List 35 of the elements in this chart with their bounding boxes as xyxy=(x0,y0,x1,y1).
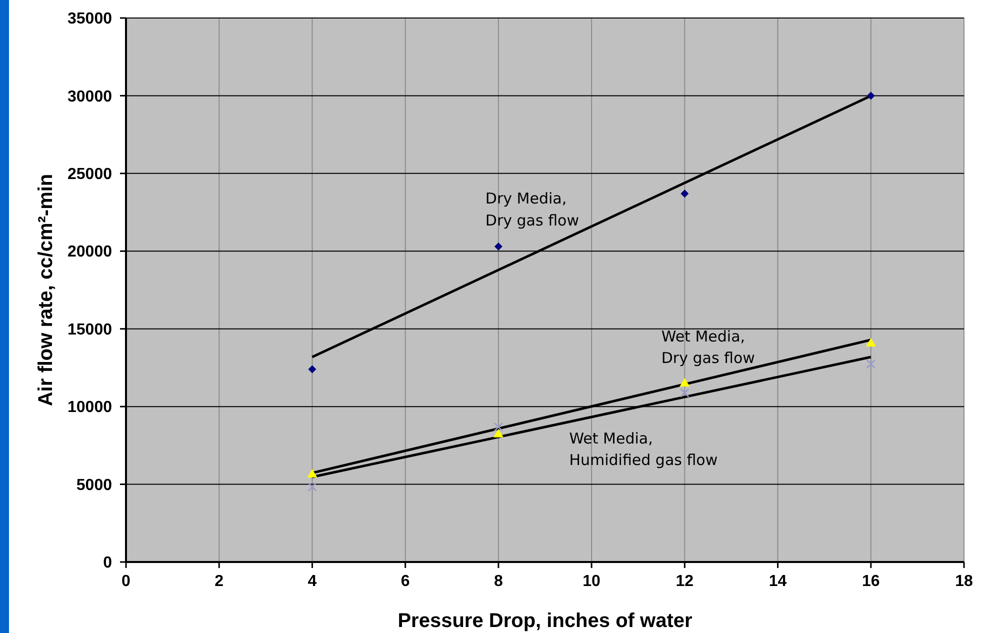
x-tick-label: 12 xyxy=(676,573,694,590)
series-label: Wet Media, Humidified gas flow xyxy=(569,429,718,470)
y-tick-label: 35000 xyxy=(68,10,112,28)
point xyxy=(866,359,876,369)
x-tick-label: 0 xyxy=(122,573,131,590)
point xyxy=(308,482,317,492)
point xyxy=(680,388,690,398)
y-tick-label: 0 xyxy=(103,554,112,572)
y-tick-label: 20000 xyxy=(68,244,112,261)
point xyxy=(494,242,502,250)
x-tick-label: 18 xyxy=(955,573,973,590)
y-tick-label: 30000 xyxy=(68,88,112,106)
x-tick-label: 4 xyxy=(308,573,317,590)
point xyxy=(866,92,875,100)
x-tick-label: 16 xyxy=(862,573,880,590)
series-label: Dry Media, Dry gas flow xyxy=(485,190,579,230)
y-tick-label: 10000 xyxy=(68,399,112,416)
x-tick-label: 2 xyxy=(214,573,224,590)
y-tick-label: 25000 xyxy=(68,166,112,184)
series-label: Wet Media, Dry gas flow xyxy=(661,327,755,368)
point xyxy=(307,469,318,478)
y-tick-label: 5000 xyxy=(76,476,112,494)
x-tick-label: 6 xyxy=(400,573,410,590)
x-axis-title: Pressure Drop, inches of water xyxy=(398,610,692,632)
y-tick-label: 15000 xyxy=(68,321,112,338)
point xyxy=(308,365,316,374)
point xyxy=(493,428,504,438)
point xyxy=(494,422,504,432)
x-tick-label: 14 xyxy=(768,573,787,590)
point xyxy=(680,378,690,386)
point xyxy=(866,338,876,346)
x-tick-label: 10 xyxy=(582,573,601,590)
y-axis-title: Air flow rate, cc/cm²-min xyxy=(35,174,57,406)
x-tick-label: 8 xyxy=(494,573,503,590)
point xyxy=(680,190,689,198)
